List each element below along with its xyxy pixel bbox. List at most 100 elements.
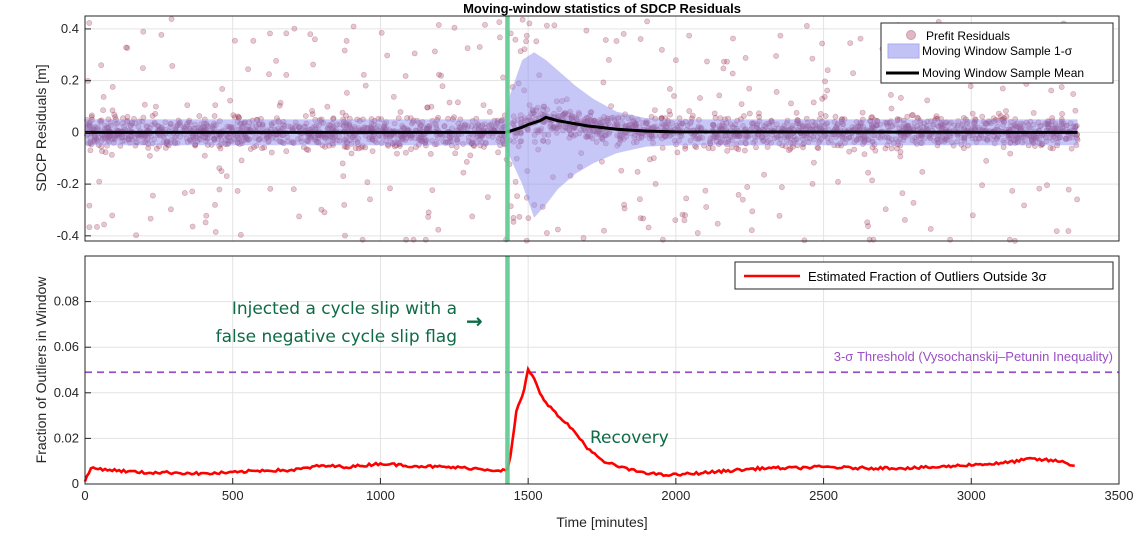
bottom-y-tick-label: 0 xyxy=(72,476,79,491)
residual-point xyxy=(683,195,690,202)
residual-point xyxy=(429,187,436,193)
residual-point xyxy=(397,109,404,115)
residual-point xyxy=(428,103,435,110)
residual-point xyxy=(223,173,230,179)
residual-point xyxy=(168,16,175,22)
residual-point xyxy=(773,53,779,59)
residual-point xyxy=(94,223,100,230)
residual-point xyxy=(872,147,879,154)
residual-point xyxy=(350,23,357,30)
residual-point xyxy=(705,145,712,152)
residual-point xyxy=(969,110,976,117)
residual-point xyxy=(425,209,432,216)
x-tick-label: 3000 xyxy=(957,488,986,503)
residual-point xyxy=(202,219,209,226)
residual-point xyxy=(303,146,310,153)
legend-label-residuals: Prefit Residuals xyxy=(926,29,1010,43)
residual-point xyxy=(96,178,103,185)
residual-point xyxy=(861,151,868,158)
residual-point xyxy=(425,213,432,220)
residual-point xyxy=(212,201,218,208)
residual-point xyxy=(476,44,483,50)
residual-point xyxy=(652,107,658,113)
residual-point xyxy=(211,113,218,119)
residual-point xyxy=(822,113,829,119)
residual-point xyxy=(141,101,148,108)
residual-point xyxy=(133,232,139,239)
residual-point xyxy=(410,236,417,243)
residual-point xyxy=(360,71,367,78)
residual-point xyxy=(724,58,730,65)
residual-point xyxy=(237,231,244,238)
residual-point xyxy=(1007,150,1014,157)
residual-point xyxy=(500,74,506,81)
residual-point xyxy=(219,86,226,92)
residual-point xyxy=(776,212,783,219)
residual-point xyxy=(87,147,94,154)
legend-label-fraction: Estimated Fraction of Outliers Outside 3… xyxy=(808,269,1047,284)
residual-point xyxy=(496,34,503,41)
top-panel: Moving-window statistics of SDCP Residua… xyxy=(33,1,1120,244)
top-chart-title: Moving-window statistics of SDCP Residua… xyxy=(463,1,741,16)
residual-point xyxy=(1003,108,1009,114)
residual-point xyxy=(810,99,817,106)
residual-point xyxy=(362,144,369,151)
x-axis-label: Time [minutes] xyxy=(556,514,647,530)
x-tick-label: 1000 xyxy=(366,488,395,503)
residual-point xyxy=(865,169,871,176)
residual-point xyxy=(152,103,159,110)
residual-point xyxy=(463,158,470,165)
residual-point xyxy=(341,47,348,54)
bottom-axes-box xyxy=(84,255,1120,485)
residual-point xyxy=(746,85,753,92)
residual-point xyxy=(480,102,487,108)
residual-point xyxy=(583,27,590,34)
residual-point xyxy=(216,186,223,193)
residual-point xyxy=(283,30,290,37)
residual-point xyxy=(704,58,710,65)
residual-point xyxy=(551,22,558,29)
residual-point xyxy=(667,111,673,118)
residual-point xyxy=(495,149,501,156)
residual-point xyxy=(689,112,696,119)
residual-point xyxy=(232,114,238,121)
x-tick-label: 1500 xyxy=(514,488,543,503)
residual-point xyxy=(339,160,346,167)
residual-point xyxy=(189,223,196,230)
residual-point xyxy=(496,19,503,25)
residual-point xyxy=(310,61,316,68)
residual-point xyxy=(999,85,1006,92)
residual-point xyxy=(181,190,188,196)
residual-point xyxy=(788,100,794,107)
residual-point xyxy=(924,97,931,104)
residual-point xyxy=(909,112,915,119)
residual-point xyxy=(613,38,620,44)
residual-point xyxy=(711,110,718,117)
residual-point xyxy=(369,148,376,154)
residual-point xyxy=(979,182,985,189)
residual-point xyxy=(267,185,274,192)
residual-point xyxy=(454,99,461,106)
residual-point xyxy=(435,22,442,28)
residual-point xyxy=(231,37,238,44)
residual-point xyxy=(659,46,665,53)
residual-point xyxy=(1003,113,1010,120)
residual-point xyxy=(384,52,391,59)
legend-marker-residuals xyxy=(906,30,916,40)
residual-point xyxy=(703,204,710,210)
residual-point xyxy=(817,110,824,117)
residual-point xyxy=(519,16,526,23)
residual-point xyxy=(109,107,116,114)
residual-point xyxy=(667,86,673,92)
residual-point xyxy=(659,144,666,151)
residual-point xyxy=(697,95,703,101)
residual-point xyxy=(514,193,520,199)
bottom-y-tick-label: 0.04 xyxy=(54,385,79,400)
residual-point xyxy=(693,144,700,151)
residual-point xyxy=(390,93,397,100)
residual-point xyxy=(305,147,312,153)
residual-point xyxy=(824,67,831,74)
bottom-legend: Estimated Fraction of Outliers Outside 3… xyxy=(734,261,1114,290)
legend-label-mean: Moving Window Sample Mean xyxy=(922,66,1084,80)
top-legend: Prefit Residuals Moving Window Sample 1-… xyxy=(880,22,1114,84)
